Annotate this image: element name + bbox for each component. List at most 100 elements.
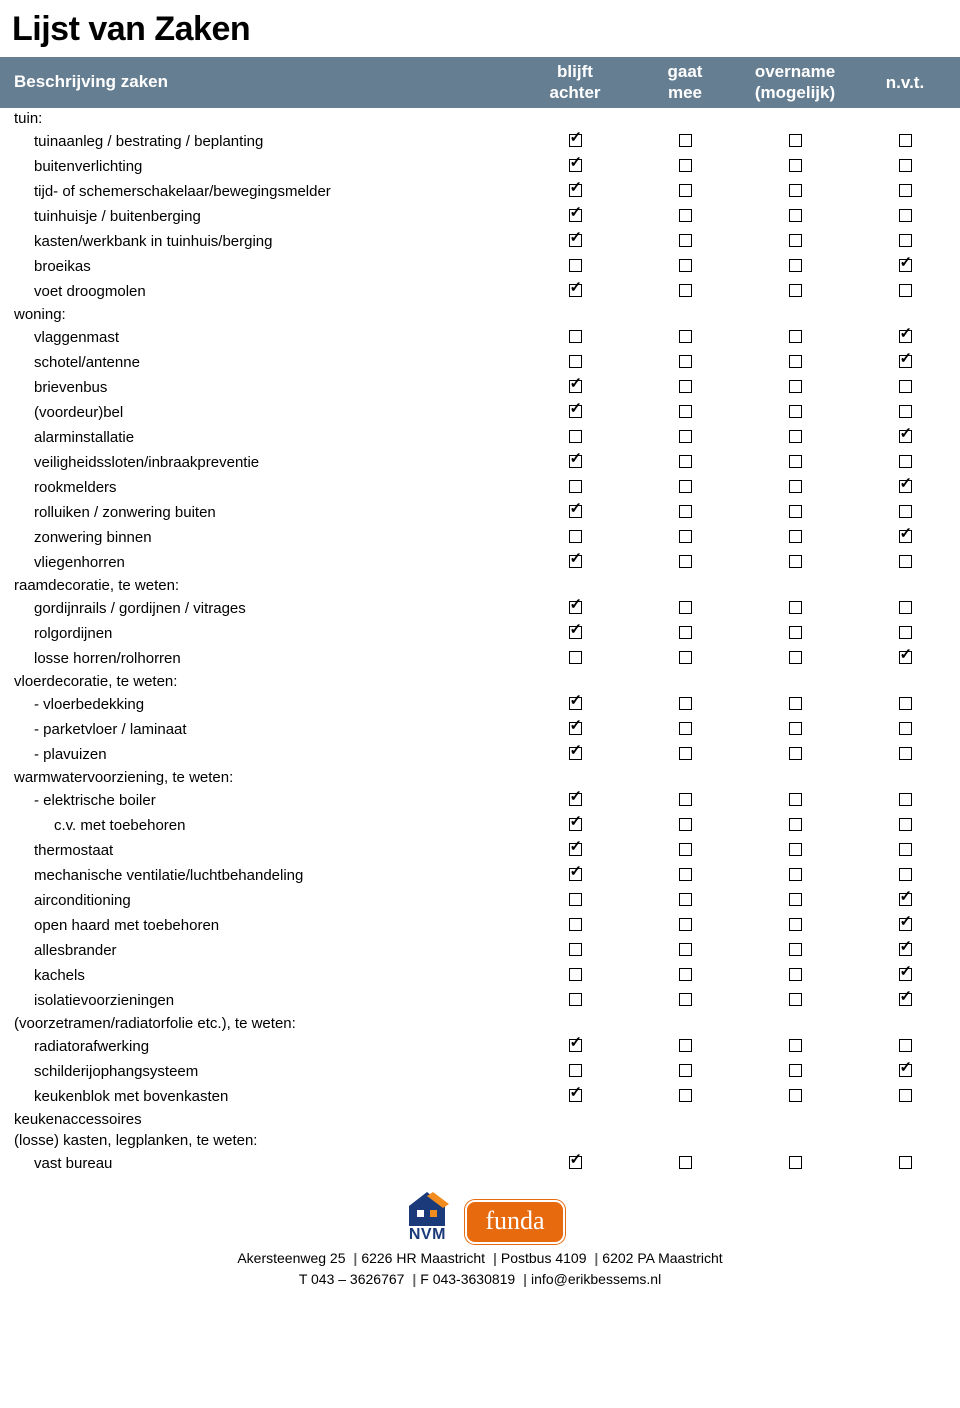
checkbox-icon[interactable] xyxy=(569,993,582,1006)
checkbox-icon[interactable] xyxy=(679,430,692,443)
checkbox-icon[interactable] xyxy=(569,284,582,297)
checkbox-icon[interactable] xyxy=(789,184,802,197)
checkbox-icon[interactable] xyxy=(899,968,912,981)
checkbox-icon[interactable] xyxy=(679,134,692,147)
checkbox-icon[interactable] xyxy=(789,651,802,664)
checkbox-icon[interactable] xyxy=(679,380,692,393)
checkbox-icon[interactable] xyxy=(789,868,802,881)
checkbox-icon[interactable] xyxy=(899,455,912,468)
checkbox-icon[interactable] xyxy=(569,601,582,614)
checkbox-icon[interactable] xyxy=(569,555,582,568)
checkbox-icon[interactable] xyxy=(899,430,912,443)
checkbox-icon[interactable] xyxy=(679,455,692,468)
checkbox-icon[interactable] xyxy=(789,355,802,368)
checkbox-icon[interactable] xyxy=(789,505,802,518)
checkbox-icon[interactable] xyxy=(569,651,582,664)
checkbox-icon[interactable] xyxy=(899,697,912,710)
checkbox-icon[interactable] xyxy=(789,626,802,639)
checkbox-icon[interactable] xyxy=(679,601,692,614)
checkbox-icon[interactable] xyxy=(679,1039,692,1052)
checkbox-icon[interactable] xyxy=(789,455,802,468)
checkbox-icon[interactable] xyxy=(679,722,692,735)
checkbox-icon[interactable] xyxy=(789,430,802,443)
checkbox-icon[interactable] xyxy=(569,134,582,147)
checkbox-icon[interactable] xyxy=(789,818,802,831)
checkbox-icon[interactable] xyxy=(789,968,802,981)
checkbox-icon[interactable] xyxy=(679,747,692,760)
checkbox-icon[interactable] xyxy=(679,1064,692,1077)
checkbox-icon[interactable] xyxy=(569,1156,582,1169)
checkbox-icon[interactable] xyxy=(569,209,582,222)
checkbox-icon[interactable] xyxy=(569,918,582,931)
checkbox-icon[interactable] xyxy=(679,893,692,906)
checkbox-icon[interactable] xyxy=(899,505,912,518)
checkbox-icon[interactable] xyxy=(789,480,802,493)
checkbox-icon[interactable] xyxy=(789,943,802,956)
checkbox-icon[interactable] xyxy=(569,184,582,197)
checkbox-icon[interactable] xyxy=(899,943,912,956)
checkbox-icon[interactable] xyxy=(679,555,692,568)
checkbox-icon[interactable] xyxy=(679,505,692,518)
checkbox-icon[interactable] xyxy=(899,868,912,881)
checkbox-icon[interactable] xyxy=(789,284,802,297)
checkbox-icon[interactable] xyxy=(899,555,912,568)
checkbox-icon[interactable] xyxy=(569,355,582,368)
checkbox-icon[interactable] xyxy=(569,818,582,831)
checkbox-icon[interactable] xyxy=(569,530,582,543)
checkbox-icon[interactable] xyxy=(569,697,582,710)
checkbox-icon[interactable] xyxy=(679,1156,692,1169)
checkbox-icon[interactable] xyxy=(789,159,802,172)
checkbox-icon[interactable] xyxy=(569,626,582,639)
checkbox-icon[interactable] xyxy=(789,330,802,343)
checkbox-icon[interactable] xyxy=(899,1064,912,1077)
checkbox-icon[interactable] xyxy=(899,893,912,906)
checkbox-icon[interactable] xyxy=(679,330,692,343)
checkbox-icon[interactable] xyxy=(569,159,582,172)
checkbox-icon[interactable] xyxy=(679,626,692,639)
checkbox-icon[interactable] xyxy=(569,330,582,343)
checkbox-icon[interactable] xyxy=(679,234,692,247)
checkbox-icon[interactable] xyxy=(789,209,802,222)
checkbox-icon[interactable] xyxy=(569,868,582,881)
checkbox-icon[interactable] xyxy=(789,993,802,1006)
checkbox-icon[interactable] xyxy=(679,284,692,297)
checkbox-icon[interactable] xyxy=(569,722,582,735)
checkbox-icon[interactable] xyxy=(899,530,912,543)
checkbox-icon[interactable] xyxy=(789,555,802,568)
checkbox-icon[interactable] xyxy=(789,793,802,806)
checkbox-icon[interactable] xyxy=(899,601,912,614)
checkbox-icon[interactable] xyxy=(679,868,692,881)
checkbox-icon[interactable] xyxy=(569,893,582,906)
checkbox-icon[interactable] xyxy=(569,843,582,856)
checkbox-icon[interactable] xyxy=(679,184,692,197)
checkbox-icon[interactable] xyxy=(789,722,802,735)
checkbox-icon[interactable] xyxy=(899,284,912,297)
checkbox-icon[interactable] xyxy=(569,1039,582,1052)
checkbox-icon[interactable] xyxy=(899,330,912,343)
checkbox-icon[interactable] xyxy=(679,918,692,931)
checkbox-icon[interactable] xyxy=(679,405,692,418)
checkbox-icon[interactable] xyxy=(679,943,692,956)
checkbox-icon[interactable] xyxy=(569,234,582,247)
checkbox-icon[interactable] xyxy=(789,530,802,543)
checkbox-icon[interactable] xyxy=(899,1089,912,1102)
checkbox-icon[interactable] xyxy=(789,234,802,247)
checkbox-icon[interactable] xyxy=(899,793,912,806)
checkbox-icon[interactable] xyxy=(899,355,912,368)
checkbox-icon[interactable] xyxy=(899,651,912,664)
checkbox-icon[interactable] xyxy=(789,405,802,418)
checkbox-icon[interactable] xyxy=(789,259,802,272)
checkbox-icon[interactable] xyxy=(569,480,582,493)
checkbox-icon[interactable] xyxy=(679,993,692,1006)
checkbox-icon[interactable] xyxy=(569,430,582,443)
checkbox-icon[interactable] xyxy=(569,1064,582,1077)
checkbox-icon[interactable] xyxy=(569,747,582,760)
checkbox-icon[interactable] xyxy=(679,159,692,172)
checkbox-icon[interactable] xyxy=(899,209,912,222)
checkbox-icon[interactable] xyxy=(789,1156,802,1169)
checkbox-icon[interactable] xyxy=(899,1039,912,1052)
checkbox-icon[interactable] xyxy=(569,405,582,418)
checkbox-icon[interactable] xyxy=(899,818,912,831)
checkbox-icon[interactable] xyxy=(899,626,912,639)
checkbox-icon[interactable] xyxy=(569,943,582,956)
